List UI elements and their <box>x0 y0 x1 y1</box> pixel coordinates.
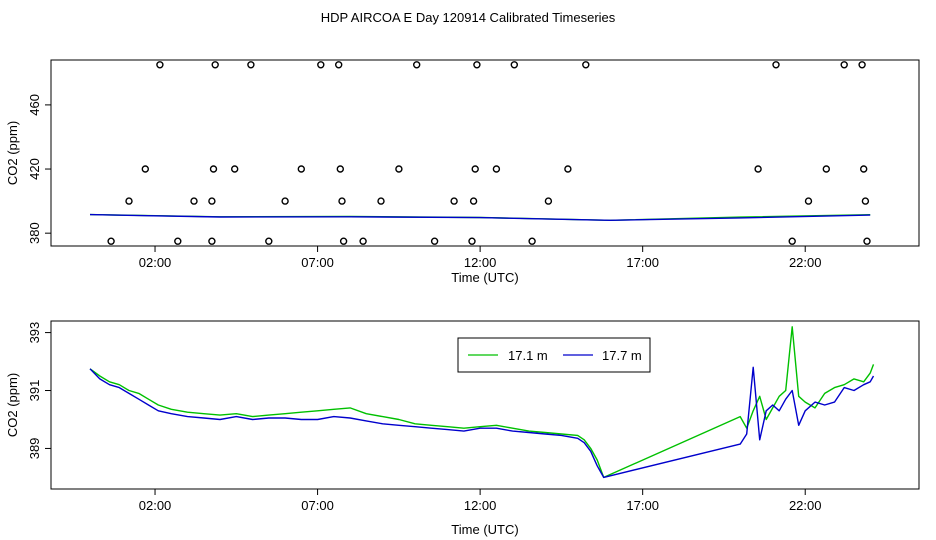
top-panel-y-tick-label: 380 <box>27 222 42 244</box>
top-panel-frame <box>50 59 920 247</box>
top-panel-x-tick-label: 07:00 <box>301 255 334 270</box>
series-line-17-7-m <box>89 366 875 479</box>
legend-label-17-1-m: 17.1 m <box>508 348 548 363</box>
bottom-panel-x-tick-label: 07:00 <box>301 498 334 513</box>
calibration-point <box>125 197 133 205</box>
top-panel-x-axis-label: Time (UTC) <box>451 270 518 285</box>
bottom-panel-y-tick-label: 391 <box>27 380 42 402</box>
calibration-point <box>468 237 476 245</box>
calibration-point <box>265 237 273 245</box>
bottom-panel-frame <box>50 320 920 490</box>
calibration-point <box>861 197 870 205</box>
calibration-point <box>317 61 325 69</box>
calibration-point <box>450 197 458 205</box>
top-panel-x-tick-label: 22:00 <box>789 255 822 270</box>
figure-title: HDP AIRCOA E Day 120914 Calibrated Times… <box>321 10 616 25</box>
calibration-point <box>469 197 478 205</box>
calibration-point <box>339 237 348 245</box>
calibration-point <box>772 61 780 69</box>
calibration-point <box>473 61 481 69</box>
calibration-point <box>377 197 385 205</box>
bottom-panel-y-tick-label: 393 <box>27 322 42 344</box>
calibration-point <box>510 61 518 69</box>
calibration-point <box>208 237 216 245</box>
bottom-panel-x-tick-label: 17:00 <box>626 498 659 513</box>
calibration-point <box>230 165 239 173</box>
top-panel-series-line-1 <box>89 213 871 222</box>
top-panel-scatter: 02:00 07:00 12:00 17:00 22:00 380 420 460 Time… <box>5 59 920 285</box>
bottom-panel-x-tick-label: 22:00 <box>789 498 822 513</box>
calibration-point <box>338 197 346 205</box>
top-panel-y-axis-label: CO2 (ppm) <box>5 121 20 185</box>
calibration-point <box>860 165 868 173</box>
bottom-panel-line: 02:00 07:00 12:00 17:00 22:00 389 391 393 Time… <box>5 320 920 537</box>
calibration-point <box>395 165 403 173</box>
calibration-point <box>788 237 796 245</box>
calibration-point <box>471 165 479 173</box>
bottom-panel-y-tick-label: 389 <box>27 438 42 460</box>
bottom-panel-x-tick-label: 12:00 <box>464 498 497 513</box>
calibration-point <box>209 165 218 173</box>
calibration-point <box>804 197 813 205</box>
calibration-point <box>211 61 219 69</box>
bottom-panel-x-axis-label: Time (UTC) <box>451 522 518 537</box>
calibration-point <box>528 237 536 245</box>
legend: 17.1 m 17.7 m <box>457 337 651 373</box>
top-panel-x-tick-label: 17:00 <box>626 255 659 270</box>
legend-label-17-7-m: 17.7 m <box>602 348 642 363</box>
bottom-panel-y-axis-label: CO2 (ppm) <box>5 373 20 437</box>
calibration-point <box>208 197 216 205</box>
calibration-point <box>335 61 343 69</box>
calibration-point <box>430 237 439 245</box>
calibration-point <box>174 237 182 245</box>
calibration-point <box>336 165 344 173</box>
series-line-17-1-m <box>89 326 875 479</box>
calibration-point <box>297 165 305 173</box>
calibration-point <box>840 61 848 69</box>
calibration-point <box>247 61 255 69</box>
bottom-panel-x-tick-label: 02:00 <box>139 498 172 513</box>
calibration-point <box>863 237 871 245</box>
calibration-point <box>141 165 150 173</box>
top-panel-y-tick-label: 420 <box>27 158 42 180</box>
calibration-point <box>281 197 289 205</box>
calibration-point <box>190 197 198 205</box>
calibration-point <box>564 165 572 173</box>
top-panel-x-tick-label: 02:00 <box>139 255 172 270</box>
calibration-point <box>754 165 762 173</box>
top-panel-x-tick-label: 12:00 <box>464 255 497 270</box>
calibration-point <box>544 197 553 205</box>
calibration-point <box>822 165 830 173</box>
calibration-point <box>107 237 115 245</box>
calibration-point <box>858 61 866 69</box>
calibration-point <box>359 237 367 245</box>
calibration-point <box>492 165 501 173</box>
calibration-point <box>582 61 590 69</box>
calibration-point <box>156 61 164 69</box>
top-panel-y-tick-label: 460 <box>27 94 42 116</box>
calibration-point <box>413 61 421 69</box>
